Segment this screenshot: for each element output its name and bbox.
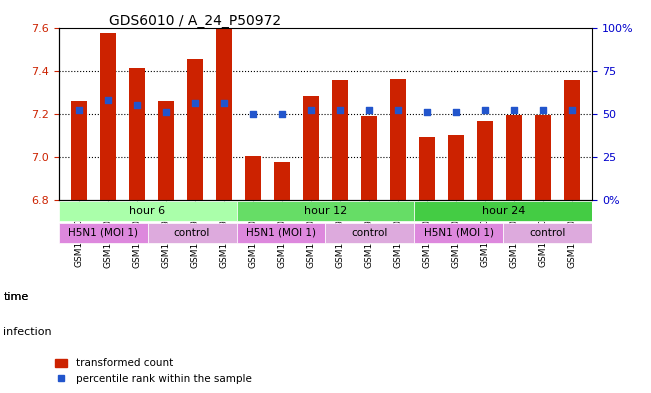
Point [103, 97, 113, 103]
Point [219, 100, 229, 107]
FancyBboxPatch shape [59, 201, 236, 221]
Point [335, 107, 345, 114]
FancyBboxPatch shape [148, 223, 236, 242]
FancyBboxPatch shape [326, 223, 415, 242]
Point [161, 109, 171, 115]
Bar [390, 79, 406, 200]
Bar [506, 115, 522, 200]
Bar [361, 116, 377, 200]
Text: H5N1 (MOI 1): H5N1 (MOI 1) [424, 228, 494, 238]
Point [422, 109, 432, 115]
Point [393, 107, 403, 114]
Point [567, 107, 577, 114]
Bar [216, 28, 232, 200]
Bar [187, 59, 203, 200]
Text: time: time [3, 292, 29, 302]
Point [364, 107, 374, 114]
Bar [419, 138, 435, 200]
Bar [448, 135, 464, 200]
Bar [245, 156, 261, 200]
Bar [477, 121, 493, 200]
Text: H5N1 (MOI 1): H5N1 (MOI 1) [68, 228, 138, 238]
FancyBboxPatch shape [415, 201, 592, 221]
Text: hour 6: hour 6 [130, 206, 165, 216]
FancyBboxPatch shape [415, 223, 503, 242]
Text: hour 24: hour 24 [482, 206, 525, 216]
Text: time: time [3, 292, 29, 302]
Text: control: control [530, 228, 566, 238]
Point [248, 110, 258, 117]
FancyBboxPatch shape [503, 223, 592, 242]
Text: GDS6010 / A_24_P50972: GDS6010 / A_24_P50972 [109, 14, 281, 28]
Point [132, 102, 142, 108]
Text: hour 12: hour 12 [304, 206, 347, 216]
Bar [100, 33, 116, 200]
Bar [71, 101, 87, 200]
Bar [535, 115, 551, 200]
Point [306, 107, 316, 114]
Point [451, 109, 462, 115]
Bar [564, 80, 580, 200]
Bar [158, 101, 174, 200]
Point [74, 107, 84, 114]
Text: H5N1 (MOI 1): H5N1 (MOI 1) [246, 228, 316, 238]
FancyBboxPatch shape [236, 223, 326, 242]
Bar [332, 80, 348, 200]
Bar [303, 97, 319, 200]
Point [277, 110, 287, 117]
Point [509, 107, 519, 114]
Legend: transformed count, percentile rank within the sample: transformed count, percentile rank withi… [51, 354, 256, 388]
Bar [274, 162, 290, 200]
Point [480, 107, 490, 114]
Point [189, 100, 200, 107]
Bar [129, 68, 145, 200]
FancyBboxPatch shape [236, 201, 415, 221]
Text: control: control [352, 228, 388, 238]
FancyBboxPatch shape [59, 223, 148, 242]
Text: control: control [174, 228, 210, 238]
Point [538, 107, 548, 114]
Text: infection: infection [3, 327, 52, 337]
